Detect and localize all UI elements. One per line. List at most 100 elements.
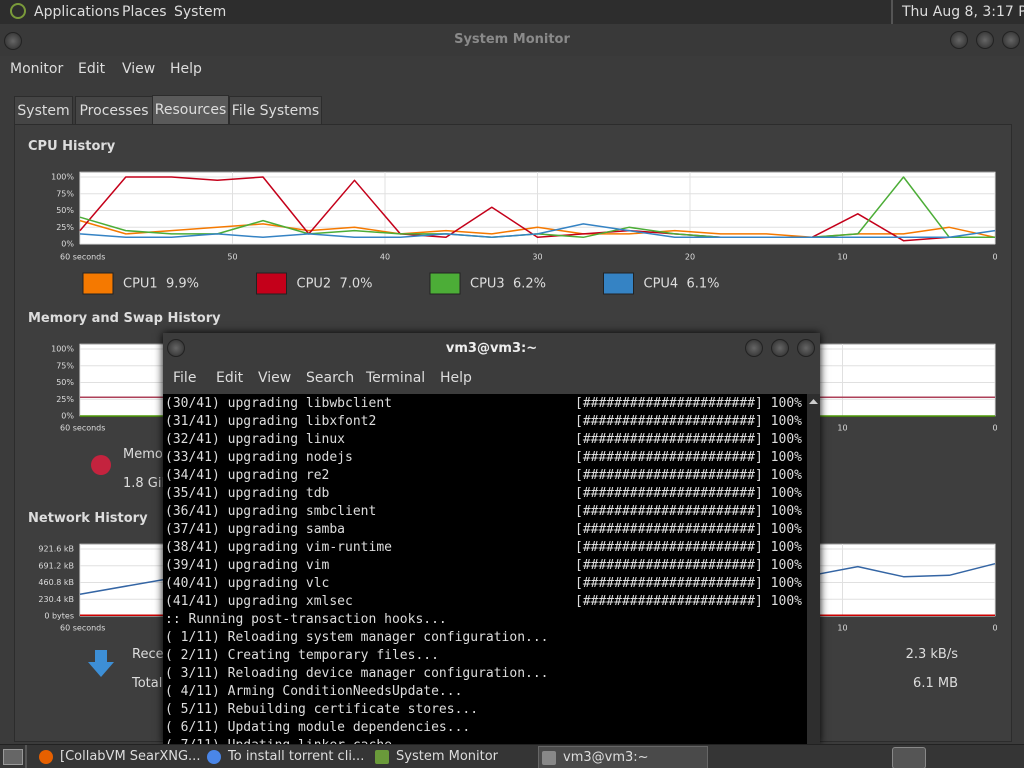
taskbar-item[interactable]: System Monitor xyxy=(372,746,537,768)
x-tick-label: 0 xyxy=(992,253,997,262)
legend-label: CPU2 xyxy=(297,277,332,292)
window-menu-button[interactable] xyxy=(4,32,22,50)
terminal-line: (34/41) upgrading re2 xyxy=(165,468,330,483)
y-tick-label: 0% xyxy=(61,240,74,249)
memory-icon xyxy=(91,455,111,475)
menu-item[interactable]: File xyxy=(173,370,197,386)
legend-value: 6.1% xyxy=(687,277,720,292)
y-tick-label: 230.4 kB xyxy=(38,595,74,604)
taskbar-item[interactable]: vm3@vm3:~ xyxy=(538,746,708,768)
memory-value: 1.8 GiB xyxy=(123,476,171,491)
section-title: Memory and Swap History xyxy=(28,311,221,326)
minimize-button[interactable] xyxy=(745,339,763,357)
maximize-button[interactable] xyxy=(771,339,789,357)
x-tick-label: 50 xyxy=(227,253,237,262)
terminal-line: :: Running post-transaction hooks... xyxy=(165,612,447,627)
maximize-button[interactable] xyxy=(976,31,994,49)
terminal-line: (40/41) upgrading vlc xyxy=(165,576,330,591)
minimize-button[interactable] xyxy=(950,31,968,49)
menu-item[interactable]: Help xyxy=(170,61,202,77)
legend-swatch xyxy=(82,272,114,295)
y-tick-label: 0% xyxy=(61,412,74,421)
panel-menu[interactable]: Places xyxy=(122,4,167,20)
y-tick-label: 25% xyxy=(56,395,74,404)
legend-value: 7.0% xyxy=(340,277,373,292)
tab[interactable]: Resources xyxy=(152,95,229,124)
tab[interactable]: System xyxy=(14,96,73,125)
terminal-line: ( 2/11) Creating temporary files... xyxy=(165,648,439,663)
menu-item[interactable]: Edit xyxy=(216,370,244,386)
close-button[interactable] xyxy=(1002,31,1020,49)
taskbar-label: [CollabVM SearXNG... xyxy=(60,749,201,764)
terminal-title: vm3@vm3:~ xyxy=(445,341,538,356)
menu-item[interactable]: Terminal xyxy=(366,370,426,386)
tab[interactable]: File Systems xyxy=(229,96,322,125)
section-title: Network History xyxy=(28,511,148,526)
y-tick-label: 0 bytes xyxy=(44,612,74,621)
taskbar-item[interactable]: [CollabVM SearXNG... xyxy=(36,746,204,768)
menu-item[interactable]: Monitor xyxy=(10,61,64,77)
terminal-window: vm3@vm3:~ File Edit View Search Terminal Help… xyxy=(163,333,820,744)
terminal-progress: [######################] 100% xyxy=(575,522,802,537)
y-tick-label: 460.8 kB xyxy=(38,578,74,587)
legend-label: CPU1 xyxy=(123,277,158,292)
window-menu-button[interactable] xyxy=(167,339,185,357)
terminal-output[interactable]: (30/41) upgrading libwbclient [##########… xyxy=(163,394,807,744)
receiving-icon xyxy=(88,650,114,677)
panel-menu[interactable]: System xyxy=(174,4,227,20)
scrollbar[interactable] xyxy=(807,394,820,744)
close-button[interactable] xyxy=(797,339,815,357)
x-tick-label: 10 xyxy=(837,253,847,262)
separator xyxy=(891,0,893,24)
x-tick-label: 60 seconds xyxy=(60,253,105,262)
workspace-switcher[interactable] xyxy=(892,747,926,768)
y-tick-label: 100% xyxy=(51,345,74,354)
distro-icon[interactable] xyxy=(10,3,26,19)
taskbar-label: vm3@vm3:~ xyxy=(563,750,649,765)
taskbar-item[interactable]: To install torrent cli... xyxy=(204,746,372,768)
taskbar-icon xyxy=(39,750,53,764)
terminal-line: ( 5/11) Rebuilding certificate stores... xyxy=(165,702,479,717)
legend-swatch xyxy=(256,272,287,295)
x-tick-label: 20 xyxy=(685,253,695,262)
y-tick-label: 921.6 kB xyxy=(38,545,74,554)
menu-item[interactable]: Search xyxy=(306,370,355,386)
section-title: CPU History xyxy=(28,139,116,154)
terminal-progress: [######################] 100% xyxy=(575,504,802,519)
series-line xyxy=(79,176,995,242)
terminal-line: (33/41) upgrading nodejs xyxy=(165,450,353,465)
terminal-progress: [######################] 100% xyxy=(575,594,802,609)
taskbar: [CollabVM SearXNG... To install torrent c… xyxy=(0,744,1024,768)
terminal-line: ( 3/11) Reloading device manager configu… xyxy=(165,666,549,681)
menu-item[interactable]: Edit xyxy=(78,61,106,77)
panel-menu[interactable]: Applications xyxy=(34,4,120,20)
menu-item[interactable]: View xyxy=(122,61,156,77)
show-desktop[interactable] xyxy=(3,749,23,765)
menu-item[interactable]: Help xyxy=(440,370,472,386)
x-tick-label: 40 xyxy=(380,253,390,262)
taskbar-icon xyxy=(542,751,556,765)
terminal-line: ( 4/11) Arming ConditionNeedsUpdate... xyxy=(165,684,463,699)
taskbar-label: System Monitor xyxy=(396,749,499,764)
x-tick-label: 0 xyxy=(992,624,997,633)
terminal-line: (31/41) upgrading libxfont2 xyxy=(165,414,377,429)
tab[interactable]: Processes xyxy=(75,96,153,125)
series-line xyxy=(79,223,996,239)
y-tick-label: 691.2 kB xyxy=(38,561,74,570)
legend-value: 6.2% xyxy=(513,277,546,292)
terminal-progress: [######################] 100% xyxy=(575,576,802,591)
scroll-arrow[interactable] xyxy=(807,396,820,406)
x-tick-label: 10 xyxy=(837,624,847,633)
legend-label: CPU4 xyxy=(644,277,679,292)
clock[interactable]: Thu Aug 8, 3:17 PM xyxy=(902,4,1024,20)
legend-swatch xyxy=(603,272,634,295)
total-value: 6.1 MB xyxy=(913,676,958,691)
terminal-line: (37/41) upgrading samba xyxy=(165,522,346,537)
separator xyxy=(25,745,27,768)
terminal-progress: [######################] 100% xyxy=(575,540,802,555)
menu-item[interactable]: View xyxy=(258,370,292,386)
y-tick-label: 50% xyxy=(56,378,74,387)
terminal-line: (36/41) upgrading smbclient xyxy=(165,504,377,519)
terminal-line: (32/41) upgrading linux xyxy=(165,432,346,447)
